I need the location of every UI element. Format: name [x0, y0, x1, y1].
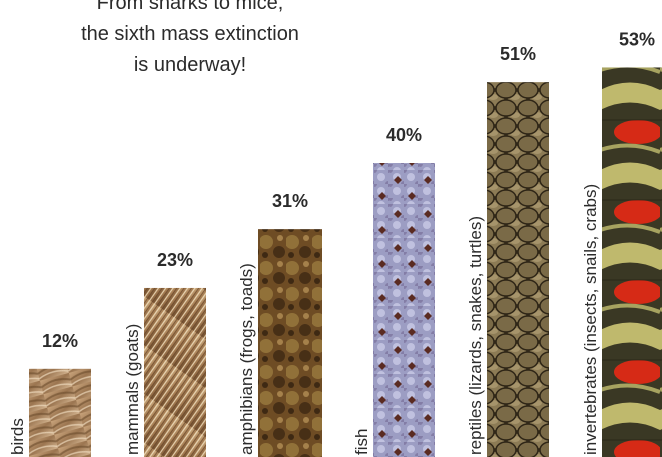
bar-invertebrates	[602, 67, 662, 457]
category-label-invertebrates: invertebrates (insects, snails, crabs)	[581, 184, 600, 455]
title-line-2: the sixth mass extinction	[81, 23, 299, 45]
bar-birds	[29, 368, 91, 457]
value-label-fish: 40%	[386, 125, 422, 145]
value-label-birds: 12%	[42, 331, 78, 351]
bars-layer: 12% birds 23% mammals (goats) 31% amphibians …	[8, 29, 662, 457]
value-label-reptiles: 51%	[500, 44, 536, 64]
bar-reptiles	[487, 82, 549, 457]
title-line-3: is underway!	[133, 54, 247, 76]
bar-amphibians	[258, 229, 322, 457]
category-label-fish: fish	[352, 429, 371, 455]
value-label-amphibians: 31%	[272, 191, 308, 211]
category-label-amphibians: amphibians (frogs, toads)	[237, 263, 256, 455]
bar-fish	[373, 163, 435, 457]
value-label-invertebrates: 53%	[619, 29, 655, 49]
category-label-mammals: mammals (goats)	[123, 324, 142, 455]
title-line-1: From sharks to mice,	[96, 0, 284, 14]
category-label-reptiles: reptiles (lizards, snakes, turtles)	[466, 216, 485, 455]
chart-title: From sharks to mice, the sixth mass exti…	[20, 0, 360, 81]
value-label-mammals: 23%	[157, 250, 193, 270]
category-label-birds: birds	[8, 418, 27, 455]
bar-mammals	[144, 287, 206, 457]
